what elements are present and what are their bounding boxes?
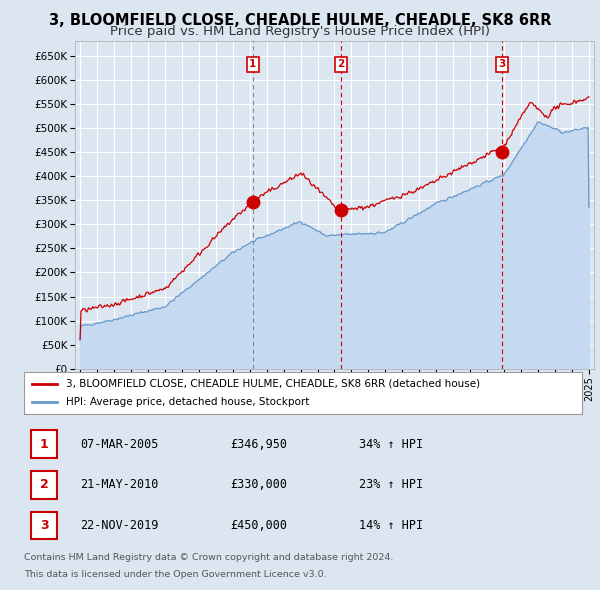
Text: 07-MAR-2005: 07-MAR-2005: [80, 438, 158, 451]
Text: 3: 3: [499, 59, 506, 69]
Text: £330,000: £330,000: [230, 478, 287, 491]
Text: 14% ↑ HPI: 14% ↑ HPI: [359, 519, 423, 532]
Text: 2: 2: [337, 59, 344, 69]
Text: This data is licensed under the Open Government Licence v3.0.: This data is licensed under the Open Gov…: [24, 571, 326, 579]
Text: 2: 2: [40, 478, 49, 491]
Text: £450,000: £450,000: [230, 519, 287, 532]
Text: 3, BLOOMFIELD CLOSE, CHEADLE HULME, CHEADLE, SK8 6RR: 3, BLOOMFIELD CLOSE, CHEADLE HULME, CHEA…: [49, 13, 551, 28]
Text: 21-MAY-2010: 21-MAY-2010: [80, 478, 158, 491]
Text: 1: 1: [249, 59, 256, 69]
FancyBboxPatch shape: [31, 430, 58, 458]
Text: £346,950: £346,950: [230, 438, 287, 451]
FancyBboxPatch shape: [31, 471, 58, 499]
Text: Price paid vs. HM Land Registry's House Price Index (HPI): Price paid vs. HM Land Registry's House …: [110, 25, 490, 38]
Text: 3, BLOOMFIELD CLOSE, CHEADLE HULME, CHEADLE, SK8 6RR (detached house): 3, BLOOMFIELD CLOSE, CHEADLE HULME, CHEA…: [66, 379, 480, 389]
Text: 23% ↑ HPI: 23% ↑ HPI: [359, 478, 423, 491]
Text: 34% ↑ HPI: 34% ↑ HPI: [359, 438, 423, 451]
Text: 3: 3: [40, 519, 49, 532]
FancyBboxPatch shape: [31, 512, 58, 539]
Text: 1: 1: [40, 438, 49, 451]
Text: HPI: Average price, detached house, Stockport: HPI: Average price, detached house, Stoc…: [66, 397, 309, 407]
Text: Contains HM Land Registry data © Crown copyright and database right 2024.: Contains HM Land Registry data © Crown c…: [24, 553, 394, 562]
Text: 22-NOV-2019: 22-NOV-2019: [80, 519, 158, 532]
